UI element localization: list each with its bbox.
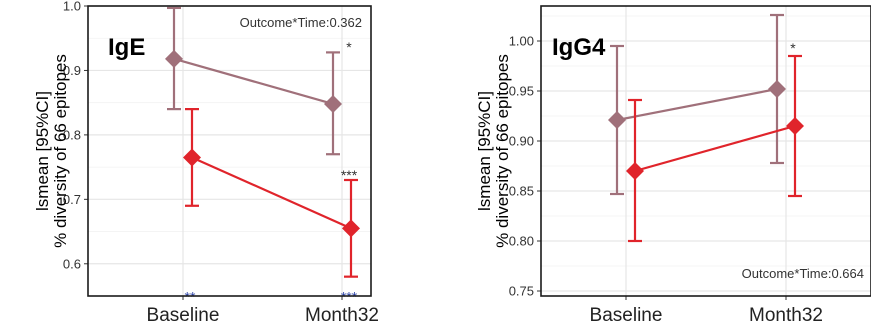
y-tick-label: 0.8 [63,127,81,142]
y-axis-title-line2: % diversity of 66 epitopes [493,54,512,248]
data-point [183,148,201,167]
data-point [786,117,804,135]
data-point [165,49,183,68]
y-axis-title-line1: lsmean [95%CI] [475,91,494,211]
series-1 [183,108,360,278]
y-tick-label: 1.00 [509,34,534,49]
x-tick-label: Baseline [590,305,663,326]
interaction-annotation: Outcome*Time:0.362 [240,15,362,30]
plot-frame [87,5,372,297]
significance-star: * [790,40,796,56]
y-axis-title-line2: % diversity of 66 epitopes [51,54,70,248]
interaction-annotation: Outcome*Time:0.664 [742,266,864,281]
y-tick-label: 1.0 [63,0,81,14]
series-1 [626,54,804,243]
y-tick-label: 0.75 [509,284,534,299]
panel-label: IgE [108,34,145,61]
y-tick-label: 0.85 [509,184,534,199]
data-point [342,219,360,238]
y-tick-label: 0.9 [63,63,81,78]
data-point [608,111,626,129]
y-tick-label: 0.90 [509,134,534,149]
x-tick-label: Month32 [305,305,379,326]
data-point [768,80,786,98]
x-tick-label: Baseline [147,305,220,326]
panel-label: IgG4 [552,34,606,61]
data-point [324,94,342,113]
series-0 [608,13,786,196]
x-tick-label: Month32 [749,305,823,326]
y-tick-label: 0.6 [63,256,81,271]
significance-star: *** [341,167,358,183]
y-axis-title-line1: lsmean [95%CI] [33,91,52,211]
y-tick-label: 0.7 [63,192,81,207]
chart-panel-igg4: 1.00 0.95 0.90 0.85 0.80 0.75 Baseline Month32 *… [475,5,871,326]
series-line [616,87,778,122]
series-line [173,57,334,106]
series-0 [165,6,342,156]
y-tick-label: 0.80 [509,234,534,249]
series-line [191,156,352,230]
series-line [634,124,796,173]
significance-star: * [346,39,352,55]
plot-area [88,6,371,296]
data-point [626,162,644,180]
y-tick-label: 0.95 [509,84,534,99]
plot-frame [540,5,871,297]
